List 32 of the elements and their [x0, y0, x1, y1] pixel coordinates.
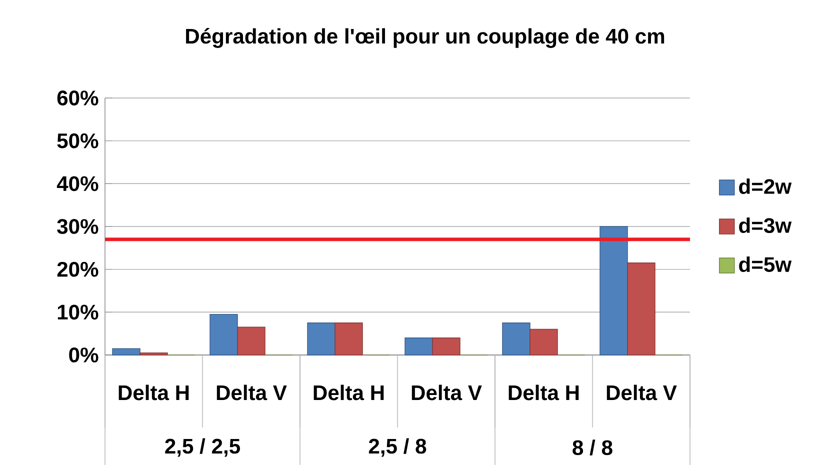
bar [600, 226, 628, 356]
x-tick-label: Delta V [216, 384, 287, 400]
x-tick-label: Delta H [314, 384, 384, 400]
bar [237, 326, 266, 356]
x-tick-label: Delta V [412, 384, 482, 400]
text: 2,5 / 8 [368, 438, 426, 457]
x-tick-label: Delta H [508, 384, 579, 400]
legend-label: d=2w [739, 178, 792, 194]
bar [307, 322, 336, 356]
bar [112, 348, 140, 356]
x-tick-label: Delta V [606, 384, 677, 400]
legend-label: d=5w [739, 256, 792, 272]
bar [140, 352, 168, 356]
bar [210, 314, 238, 356]
bar [334, 322, 363, 356]
y-tick-label: 50% [57, 133, 98, 148]
y-tick-label: 10% [58, 304, 98, 320]
bar [530, 328, 558, 356]
y-tick-label: 20% [57, 262, 98, 277]
legend-label: d=3w [739, 218, 792, 234]
bar [432, 338, 460, 356]
text: 2,5 / 2,5 [165, 438, 240, 457]
text: 8 / 8 [572, 440, 612, 456]
chart-title: Dégradation de l'œil pour un couplage de 40 cm [186, 28, 664, 48]
bar [404, 338, 433, 356]
y-tick-label: 40% [56, 176, 98, 192]
bar [627, 262, 656, 356]
y-tick-label: 0% [69, 348, 98, 362]
bar [502, 322, 530, 356]
y-tick-label: 60% [57, 90, 98, 106]
x-tick-label: Delta H [118, 384, 189, 400]
y-tick-label: 30% [57, 219, 98, 234]
